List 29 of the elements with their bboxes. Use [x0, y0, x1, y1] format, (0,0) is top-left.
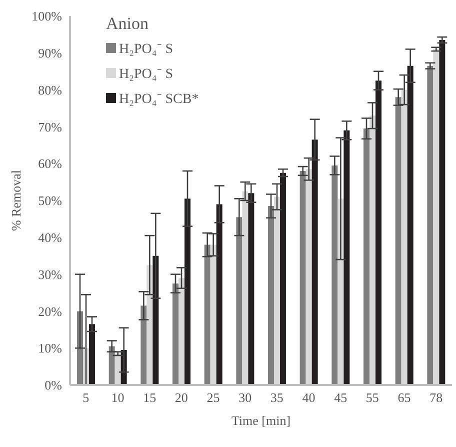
x-tick-label: 45 — [334, 390, 348, 406]
legend-label: H₂PO₄⁻ SCB* — [119, 91, 199, 108]
x-tick-label: 40 — [302, 390, 316, 406]
x-tick-label: 35 — [270, 390, 284, 406]
x-tick-label: 55 — [366, 390, 379, 406]
x-tick-label: 20 — [174, 390, 188, 406]
y-tick-label: 90% — [38, 46, 62, 61]
y-tick-label: 0% — [44, 378, 62, 393]
y-tick-label: 80% — [38, 82, 62, 98]
y-tick-label: 100% — [32, 8, 62, 24]
y-tick-label: 40% — [38, 230, 62, 246]
y-tick-label: 70% — [38, 119, 62, 134]
legend-label: H₂PO₄⁻ S — [119, 66, 174, 83]
legend-title: Anion — [106, 14, 150, 34]
y-axis-title: % Removal — [8, 170, 24, 232]
y-tick-label: 10% — [38, 340, 62, 356]
y-tick-label: 60% — [38, 156, 62, 172]
x-tick-label: 30 — [238, 390, 252, 406]
y-tick-label: 30% — [38, 266, 62, 282]
x-tick-label: 15 — [143, 390, 156, 406]
y-tick-label: 20% — [38, 304, 62, 319]
x-tick-label: 78 — [430, 390, 443, 406]
legend-label: H₂PO₄⁻ S — [119, 41, 174, 58]
y-tick-label: 50% — [38, 193, 62, 208]
x-tick-label: 65 — [398, 390, 411, 406]
x-axis-title: Time [min] — [231, 413, 291, 428]
x-tick-label: 10 — [111, 390, 124, 406]
x-tick-label: 25 — [206, 390, 220, 406]
x-tick-label: 5 — [82, 390, 90, 406]
